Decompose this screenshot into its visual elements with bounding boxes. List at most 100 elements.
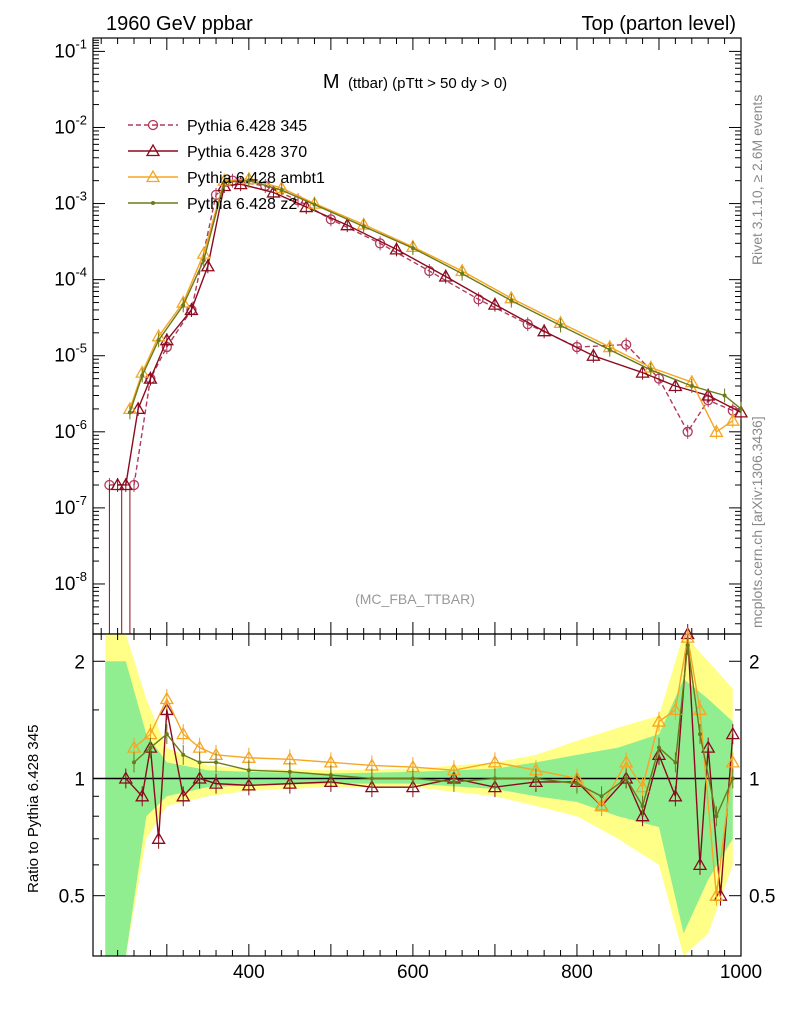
ratio-point xyxy=(126,740,142,753)
main-point xyxy=(340,217,355,231)
ratio-series-2 xyxy=(132,635,735,827)
ratio-point xyxy=(725,755,740,768)
main-point xyxy=(725,413,740,426)
legend-marker xyxy=(147,119,159,131)
main-point xyxy=(621,339,632,350)
main-point xyxy=(424,265,435,277)
rivet-label: Rivet 3.1.10, ≥ 2.6M events xyxy=(749,95,765,265)
y-tick-base: 10 xyxy=(54,498,75,519)
ratio-point xyxy=(451,779,456,784)
legend-entry: Pythia 6.428 ambt1 xyxy=(128,169,325,187)
ratio-point xyxy=(640,803,645,808)
ratio-point xyxy=(176,726,191,740)
ratio-point xyxy=(730,776,735,781)
y-tick-base: 10 xyxy=(54,574,75,595)
main-point xyxy=(571,341,583,353)
legend-entry: Pythia 6.428 z2 xyxy=(128,196,297,213)
ratio-point xyxy=(697,732,702,737)
ratio-point xyxy=(197,760,202,765)
ratio-y-tick-label: 2 xyxy=(74,652,85,673)
main-point xyxy=(537,323,552,337)
ratio-point xyxy=(135,788,150,802)
y-tick-label: 10-6 xyxy=(54,417,87,443)
ratio-point xyxy=(574,781,579,786)
ratio-point xyxy=(651,714,667,727)
main-point xyxy=(558,323,563,328)
main-point xyxy=(668,378,683,392)
y-tick-exp: -8 xyxy=(75,569,87,584)
plot-title: M (ttbar) (pTtt > 50 dy > 0) xyxy=(323,71,507,93)
main-point xyxy=(410,246,415,251)
ratio-point xyxy=(282,776,297,789)
main-point xyxy=(246,178,251,183)
ratio-point xyxy=(619,755,634,768)
main-point xyxy=(361,224,366,229)
y-tick-base: 10 xyxy=(54,41,75,62)
legend-label: Pythia 6.428 345 xyxy=(187,118,307,135)
main-point xyxy=(118,477,133,491)
y-tick-label: 10-8 xyxy=(54,569,87,595)
ratio-point xyxy=(668,702,683,716)
ratio-series-line xyxy=(133,645,734,819)
main-point xyxy=(648,367,653,372)
ratio-point xyxy=(668,788,683,802)
ratio-frame xyxy=(92,633,742,957)
ratio-point xyxy=(692,857,708,871)
ratio-point xyxy=(164,732,169,737)
legend-marker xyxy=(145,169,161,183)
y-tick-label: 10-3 xyxy=(54,189,87,215)
y-tick-exp: -7 xyxy=(75,493,87,508)
ratio-point xyxy=(533,776,538,781)
ratio-point xyxy=(241,778,256,791)
y-tick-exp: -2 xyxy=(75,112,87,127)
legend: Pythia 6.428 345 Pythia 6.428 370 Pythia 6… xyxy=(128,118,325,213)
green-band xyxy=(105,661,733,956)
y-tick-label: 10-5 xyxy=(54,341,87,367)
ratio-y-tick-label-right: 2 xyxy=(749,652,760,673)
ratio-point xyxy=(487,755,503,768)
main-series-line xyxy=(109,179,734,486)
y-tick-base: 10 xyxy=(54,194,75,215)
ratio-point xyxy=(410,776,415,781)
ratio-point xyxy=(405,779,421,793)
y-tick-base: 10 xyxy=(54,422,75,443)
ratio-point xyxy=(192,771,207,784)
ratio-y-tick-label-right: 1 xyxy=(749,769,760,790)
main-plot-panel: 10-110-210-310-410-510-610-710-8 xyxy=(54,36,749,635)
ratio-point xyxy=(656,745,661,750)
legend-label: Pythia 6.428 370 xyxy=(187,144,307,161)
ratio-point xyxy=(701,740,716,753)
ratio-point xyxy=(132,760,137,765)
ratio-point xyxy=(118,771,133,784)
header-right: Top (parton level) xyxy=(581,13,736,35)
main-point xyxy=(222,180,227,185)
main-point xyxy=(140,373,145,378)
ratio-point xyxy=(176,788,191,802)
ratio-y-tick-label: 0.5 xyxy=(59,887,85,908)
header-left: 1960 GeV ppbar xyxy=(106,13,253,35)
x-tick-label: 600 xyxy=(397,962,429,983)
plot-title-rest: (ttbar) (pTtt > 50 dy > 0) xyxy=(348,75,507,92)
ratio-point xyxy=(214,760,219,765)
y-tick-base: 10 xyxy=(54,270,75,291)
ratio-y-tick-label: 1 xyxy=(74,769,85,790)
ratio-point xyxy=(624,776,629,781)
main-point xyxy=(143,371,158,384)
y-tick-base: 10 xyxy=(54,346,75,367)
ratio-ylabel: Ratio to Pythia 6.428 345 xyxy=(25,725,42,893)
ratio-point xyxy=(323,774,338,788)
main-point xyxy=(689,384,694,389)
y-tick-label: 10-7 xyxy=(54,493,87,519)
legend-marker xyxy=(145,143,161,157)
main-point xyxy=(200,258,215,272)
ratio-point xyxy=(159,702,174,716)
ratio-point xyxy=(673,760,678,765)
x-tick-label: 400 xyxy=(233,962,265,983)
ratio-point xyxy=(709,888,724,901)
ratio-point xyxy=(208,776,224,789)
y-tick-label: 10-2 xyxy=(54,112,87,138)
main-point xyxy=(201,258,206,263)
y-tick-exp: -6 xyxy=(75,417,87,432)
y-tick-base: 10 xyxy=(54,117,75,138)
ratio-point xyxy=(635,779,650,793)
